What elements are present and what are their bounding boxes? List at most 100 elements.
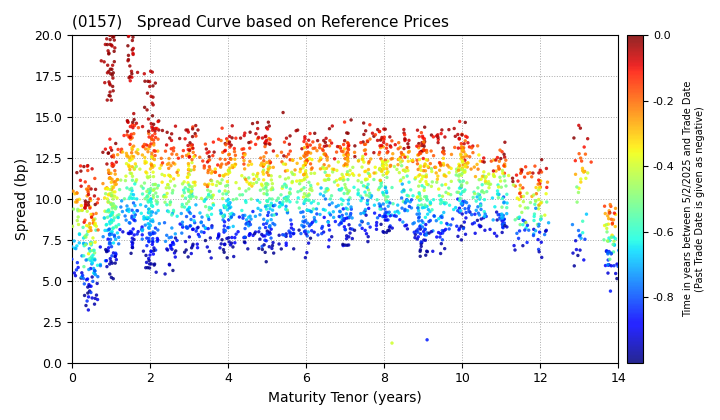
Point [163, 208, 174, 215]
Point [244, 231, 256, 237]
Point [104, 226, 115, 232]
Point [224, 169, 235, 176]
Point [107, 205, 118, 212]
Point [600, 248, 612, 255]
Point [533, 246, 544, 253]
Point [415, 222, 426, 228]
Point [469, 211, 481, 218]
Point [534, 167, 546, 173]
Point [440, 173, 451, 180]
Point [126, 187, 138, 194]
Point [97, 234, 109, 240]
Point [361, 184, 373, 191]
Point [252, 119, 264, 126]
Point [173, 155, 184, 162]
Point [327, 123, 338, 129]
Point [342, 155, 354, 162]
Point [162, 161, 174, 168]
Point [254, 211, 266, 218]
Point [343, 189, 354, 196]
Point [539, 212, 551, 218]
Point [281, 153, 292, 160]
Point [343, 241, 354, 248]
Point [338, 152, 350, 158]
Point [163, 160, 175, 167]
Point [570, 171, 581, 178]
Point [322, 154, 333, 160]
Point [84, 205, 96, 211]
Point [144, 265, 156, 271]
Point [423, 164, 434, 171]
Point [112, 146, 124, 153]
Point [384, 227, 395, 234]
Point [183, 160, 194, 167]
Point [143, 128, 154, 134]
Point [311, 147, 323, 154]
Point [69, 245, 81, 252]
Point [304, 207, 315, 214]
Point [219, 204, 230, 211]
Point [500, 157, 512, 163]
Point [106, 219, 117, 226]
Point [407, 157, 418, 164]
Point [266, 176, 277, 183]
Point [320, 196, 331, 202]
Point [122, 56, 134, 63]
Point [166, 246, 178, 253]
Point [323, 176, 334, 183]
Point [463, 205, 474, 212]
Point [156, 162, 167, 168]
Point [127, 134, 138, 141]
Point [67, 223, 78, 230]
Point [354, 222, 366, 228]
Point [492, 194, 504, 201]
Point [610, 205, 621, 212]
Point [218, 249, 230, 256]
Point [343, 158, 354, 165]
Point [168, 241, 179, 248]
Point [413, 133, 425, 140]
Point [419, 193, 431, 200]
Point [145, 198, 156, 205]
Point [189, 163, 200, 170]
Point [532, 221, 544, 228]
Point [281, 198, 292, 205]
Point [262, 126, 274, 132]
Point [426, 183, 437, 190]
Point [472, 217, 483, 224]
Point [143, 230, 155, 236]
Point [341, 163, 353, 169]
Point [256, 243, 268, 250]
Point [127, 207, 138, 214]
Point [132, 146, 143, 153]
Point [189, 130, 201, 137]
Point [567, 221, 578, 228]
Point [330, 149, 342, 155]
Point [130, 217, 141, 224]
Point [492, 211, 504, 218]
Point [322, 185, 333, 192]
Point [262, 168, 274, 175]
Point [103, 207, 114, 213]
Point [128, 153, 140, 160]
Point [501, 210, 513, 217]
Point [233, 228, 244, 235]
Point [281, 242, 292, 249]
Point [112, 214, 124, 221]
Point [529, 201, 541, 207]
Point [292, 199, 303, 205]
Point [359, 147, 370, 154]
Point [492, 154, 503, 161]
Point [355, 210, 366, 217]
Point [181, 224, 192, 231]
Point [196, 195, 207, 202]
Point [244, 213, 256, 220]
Point [223, 239, 235, 245]
Point [341, 161, 353, 168]
Point [108, 225, 120, 231]
Point [187, 193, 199, 199]
Point [479, 213, 490, 220]
Point [428, 213, 440, 219]
Point [141, 107, 153, 113]
Point [461, 200, 472, 206]
